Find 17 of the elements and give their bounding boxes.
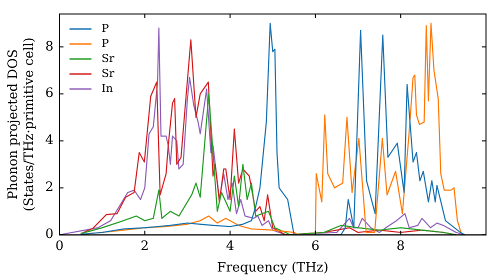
x-tick-label: 8 bbox=[396, 238, 405, 254]
y-tick-label: 6 bbox=[45, 86, 54, 102]
x-tick-label: 0 bbox=[55, 238, 64, 254]
y-axis-title: Phonon projected DOS (States/THz·primitive cell) bbox=[6, 37, 37, 212]
y-tick-label: 8 bbox=[45, 39, 54, 54]
legend-label: Sr bbox=[101, 66, 116, 80]
x-axis-title: Frequency (THz) bbox=[217, 260, 328, 276]
x-tick-label: 2 bbox=[140, 238, 149, 254]
x-tick-label: 6 bbox=[311, 238, 320, 254]
y-tick-label: 4 bbox=[45, 133, 54, 148]
legend-label: P bbox=[101, 36, 110, 50]
y-tick-label: 2 bbox=[45, 180, 54, 196]
legend-label: Sr bbox=[101, 52, 116, 65]
legend-label: In bbox=[101, 82, 113, 95]
x-tick-label: 4 bbox=[226, 238, 234, 254]
legend-label: P bbox=[101, 22, 110, 35]
y-tick-label: 0 bbox=[45, 227, 54, 242]
